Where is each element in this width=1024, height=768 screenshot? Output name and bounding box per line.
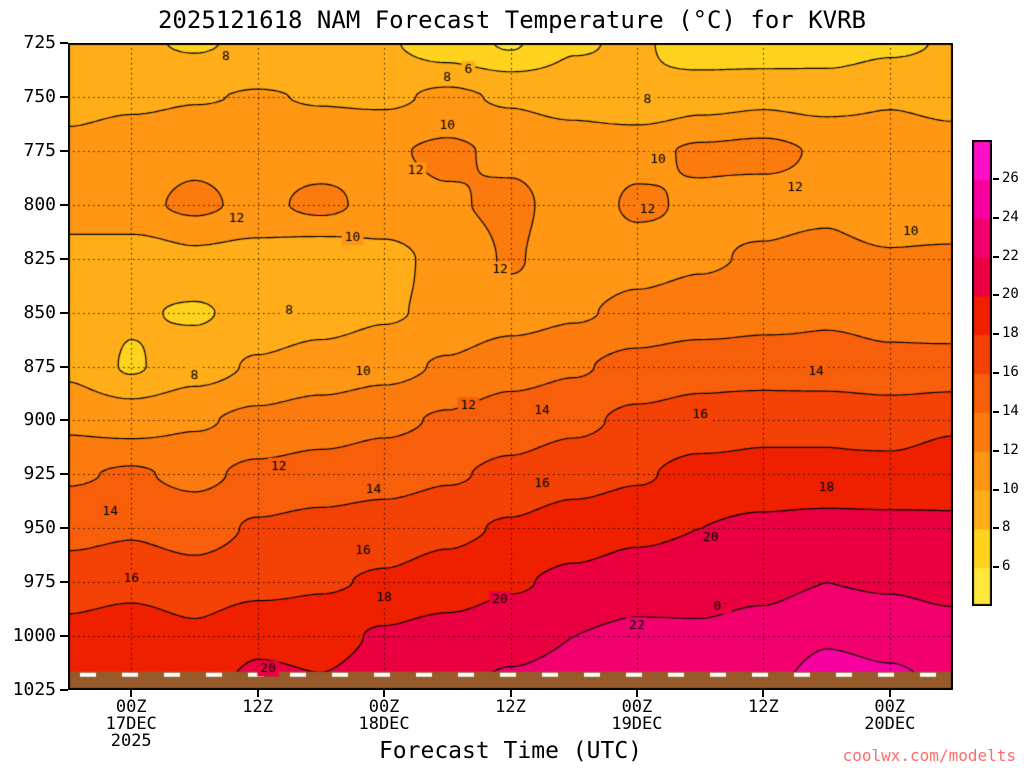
pressure-tick-mark [60,365,68,368]
colorbar-tick-label: 26 [1002,169,1019,186]
pressure-tick-mark [60,527,68,530]
colorbar-tick-label: 22 [1002,247,1019,264]
time-tick-mark [256,690,259,697]
pressure-tick-label: 975 [23,571,56,593]
colorbar-tick-mark [993,449,999,452]
colorbar-tick-mark [993,177,999,180]
colorbar-tick-mark [993,566,999,569]
chart-title: 2025121618 NAM Forecast Temperature (°C)… [157,6,866,34]
time-tick-date: 18DEC [358,714,410,734]
pressure-tick-label: 925 [23,463,56,485]
pressure-tick-mark [60,311,68,314]
pressure-tick-mark [60,689,68,691]
colorbar-tick-label: 14 [1002,402,1019,419]
pressure-tick-mark [60,257,68,260]
pressure-tick-mark [60,203,68,206]
colorbar-tick-label: 10 [1002,480,1019,497]
pressure-tick-label: 825 [23,247,56,269]
time-tick-mark [130,690,133,697]
colorbar-tick-mark [993,255,999,258]
colorbar-tick-mark [993,333,999,336]
pressure-tick-label: 950 [23,517,56,539]
colorbar-tick-mark [993,294,999,297]
pressure-tick-label: 775 [23,139,56,161]
colorbar-tick-mark [993,410,999,413]
pressure-tick-label: 1000 [12,625,56,647]
time-tick-year: 2025 [110,731,152,751]
colorbar-tick-mark [993,488,999,491]
pressure-tick-mark [60,581,68,584]
pressure-tick-label: 900 [23,409,56,431]
pressure-tick-label: 800 [23,193,56,215]
colorbar [972,140,992,606]
time-tick-mark [509,690,512,697]
time-tick-label: 12Z [747,697,779,717]
colorbar-tick-mark [993,216,999,219]
time-tick-date: 19DEC [611,714,663,734]
pressure-tick-label: 1025 [12,679,56,700]
pressure-tick-label: 875 [23,355,56,377]
pressure-tick-mark [60,635,68,638]
colorbar-tick-label: 18 [1002,325,1019,342]
colorbar-scale [972,140,992,606]
colorbar-tick-label: 12 [1002,441,1019,458]
time-tick-label: 12Z [495,697,526,717]
time-tick-mark [635,690,638,697]
time-tick-mark [383,690,386,697]
pressure-tick-mark [60,95,68,98]
pressure-tick-label: 725 [23,32,56,53]
time-tick-label: 00Z [874,697,906,717]
pressure-tick-label: 750 [23,85,56,107]
colorbar-tick-label: 8 [1002,519,1011,536]
colorbar-tick-label: 24 [1002,208,1019,225]
colorbar-tick-label: 16 [1002,364,1019,380]
time-tick-label: 00Z [115,697,147,717]
time-tick-label: 00Z [621,697,653,717]
time-tick-label: 12Z [242,697,273,717]
pressure-tick-mark [60,473,68,476]
pressure-tick-mark [60,42,68,44]
watermark-link[interactable]: coolwx.com/modelts [842,746,1016,765]
colorbar-tick-label: 6 [1002,558,1011,575]
temperature-contour-plot [68,43,953,690]
colorbar-tick-mark [993,372,999,374]
pressure-tick-mark [60,149,68,152]
colorbar-tick-label: 20 [1002,286,1019,303]
time-tick-label: 00Z [368,697,400,717]
time-tick-mark [888,690,891,697]
pressure-tick-label: 850 [23,301,56,323]
time-tick-date: 17DEC [105,714,157,734]
pressure-tick-mark [60,419,68,422]
time-tick-date: 20DEC [864,714,916,734]
x-axis-title: Forecast Time (UTC) [378,738,643,764]
colorbar-tick-mark [993,527,999,530]
time-tick-mark [762,690,765,697]
